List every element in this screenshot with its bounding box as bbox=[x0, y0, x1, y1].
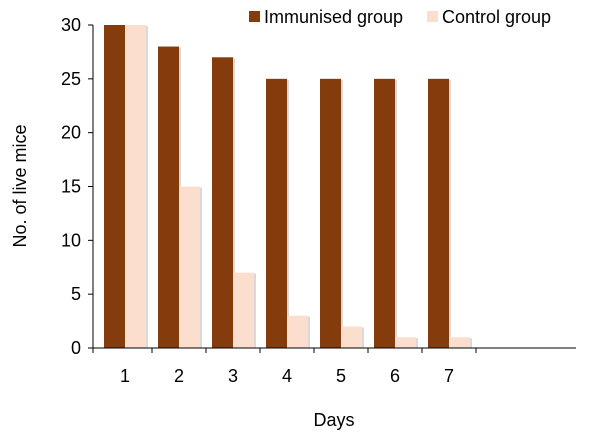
y-axis-ticks: 0 5 10 15 20 25 30 bbox=[61, 15, 93, 358]
bar-control-day-5 bbox=[341, 326, 362, 348]
x-tick-label: 6 bbox=[390, 366, 400, 386]
y-tick-label: 0 bbox=[71, 338, 81, 358]
legend-label-immunised: Immunised group bbox=[264, 7, 403, 27]
x-tick-label: 4 bbox=[282, 366, 292, 386]
bar-immunised-day-7 bbox=[428, 78, 449, 348]
legend: Immunised group Control group bbox=[249, 7, 551, 27]
bar-control-day-3 bbox=[233, 272, 254, 348]
bar-control-day-4 bbox=[287, 315, 308, 348]
bar-control-day-2 bbox=[179, 186, 200, 348]
x-tick-label: 1 bbox=[120, 366, 130, 386]
bar-immunised-day-6 bbox=[374, 78, 395, 348]
bars bbox=[104, 25, 472, 349]
legend-swatch-immunised bbox=[249, 11, 260, 22]
bar-control-day-6 bbox=[395, 337, 416, 348]
x-tick-label: 2 bbox=[174, 366, 184, 386]
bar-immunised-day-2 bbox=[158, 46, 179, 349]
y-tick-label: 30 bbox=[61, 15, 81, 35]
bar-immunised-day-5 bbox=[320, 78, 341, 348]
x-tick-label: 7 bbox=[444, 366, 454, 386]
y-tick-label: 25 bbox=[61, 69, 81, 89]
bar-control-day-7 bbox=[449, 337, 470, 348]
x-axis-title: Days bbox=[313, 410, 354, 430]
x-tick-label: 5 bbox=[336, 366, 346, 386]
y-tick-label: 20 bbox=[61, 123, 81, 143]
y-axis-title: No. of live mice bbox=[10, 124, 30, 247]
legend-label-control: Control group bbox=[442, 7, 551, 27]
y-tick-label: 15 bbox=[61, 177, 81, 197]
bar-control-day-1 bbox=[125, 25, 146, 348]
x-axis-ticks: 1 2 3 4 5 6 7 bbox=[92, 348, 477, 386]
x-tick-label: 3 bbox=[228, 366, 238, 386]
legend-swatch-control bbox=[427, 11, 438, 22]
bar-immunised-day-1 bbox=[104, 25, 125, 348]
y-tick-label: 10 bbox=[61, 230, 81, 250]
bar-immunised-day-3 bbox=[212, 57, 233, 349]
y-tick-label: 5 bbox=[71, 284, 81, 304]
bar-immunised-day-4 bbox=[266, 78, 287, 348]
